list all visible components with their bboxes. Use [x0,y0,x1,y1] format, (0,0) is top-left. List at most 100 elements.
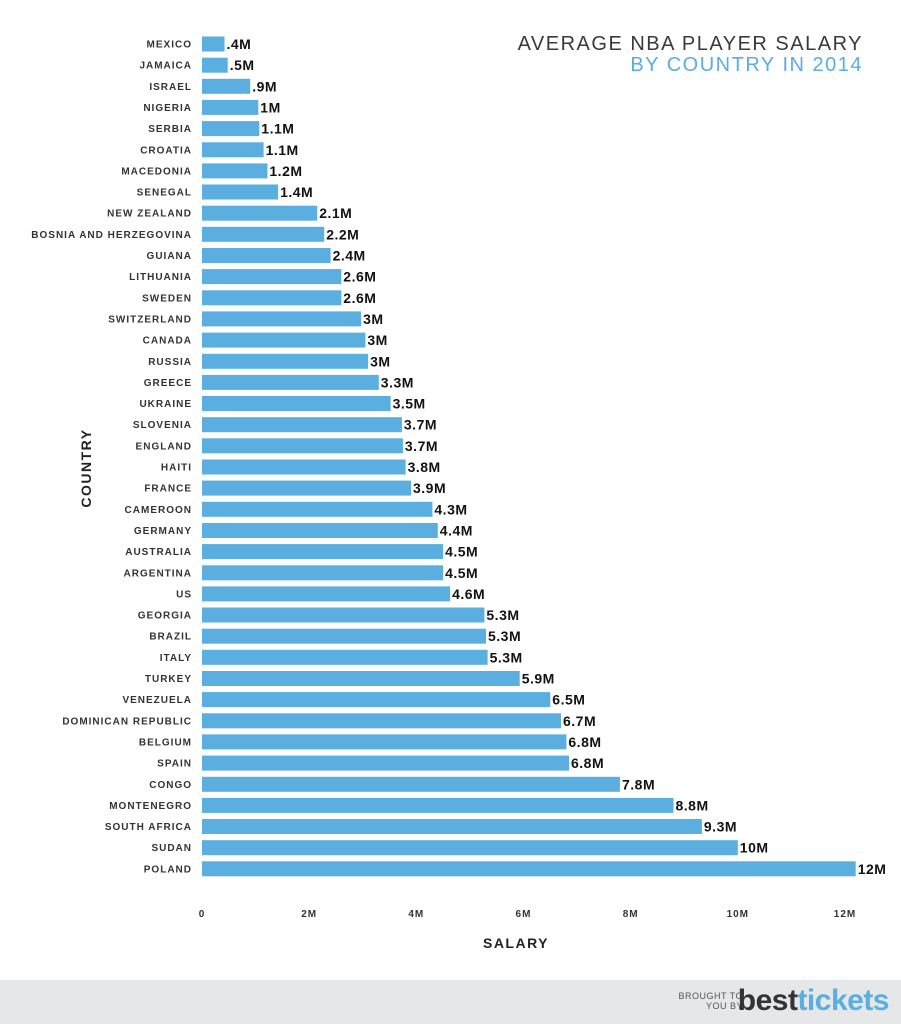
value-label: 1.1M [261,121,294,137]
category-label: LITHUANIA [129,272,192,283]
category-label: SWITZERLAND [108,314,192,325]
bar-south-africa [202,819,702,834]
bar-sudan [202,840,738,856]
value-label: .4M [227,36,252,52]
value-label: 3M [363,311,383,327]
category-label: VENEZUELA [122,695,192,706]
bar-canada [202,332,366,348]
value-label: 3.8M [408,459,441,475]
category-labels-group: MEXICO JAMAICA ISRAEL NIGERIA SERBIA CROATIA M… [31,40,192,876]
value-label: 8.8M [676,797,709,813]
bar-lithuania [202,269,342,285]
bar-nigeria [202,99,259,115]
brought-line-2: YOU BY [705,1001,743,1011]
value-label: 6.8M [568,734,601,750]
value-label: 5.9M [522,671,555,687]
value-labels-group: .4M .5M .9M 1M 1.1M 1.1M 1.2M 1.4M 2.1M 2.2M 2.4M 2… [227,36,886,877]
bar-croatia [202,142,264,158]
category-label: UKRAINE [139,399,192,410]
bar-mexico [202,36,225,52]
bar-russia [202,353,369,369]
value-label: 2.6M [343,290,376,306]
value-label: 5.3M [490,649,523,665]
brought-line-1: BROUGHT TO [678,991,743,1001]
bar-macedonia [202,163,268,179]
category-label: ARGENTINA [124,568,192,579]
category-label: FRANCE [144,484,192,495]
bar-slovenia [202,417,402,433]
category-label: CAMEROON [125,505,192,516]
value-label: 4.5M [445,565,478,581]
bar-guiana [202,248,331,263]
bar-belgium [202,734,567,750]
value-label: 2.2M [326,226,359,242]
category-label: SERBIA [148,124,192,135]
bar-switzerland [202,311,362,327]
bar-dominican-republic [202,713,561,729]
bar-us [202,586,451,602]
bar-haiti [202,459,406,475]
bar-chart: MEXICO JAMAICA ISRAEL NIGERIA SERBIA CROATIA M… [31,36,886,920]
bar-venezuela [202,692,551,708]
category-label: GREECE [144,378,192,389]
bar-ukraine [202,396,391,411]
value-label: 3.9M [413,480,446,496]
category-label: SOUTH AFRICA [105,822,192,833]
x-tick-label: 4M [408,909,424,920]
bar-bosnia-and-herzegovina [202,226,325,242]
value-label: 9.3M [704,819,737,835]
category-label: MEXICO [147,40,192,51]
bar-new-zealand [202,205,318,221]
value-label: 3.7M [404,417,437,433]
category-label: ITALY [160,653,192,664]
bar-greece [202,374,379,390]
category-label: GEORGIA [138,611,192,622]
bar-brazil [202,628,486,644]
category-label: DOMINICAN REPUBLIC [62,716,192,727]
value-label: 4.6M [452,586,485,602]
besttickets-logo[interactable]: besttickets [737,984,890,1018]
value-label: 4.4M [440,523,473,539]
bar-italy [202,649,488,665]
category-label: BELGIUM [139,737,192,748]
bar-turkey [202,671,520,686]
category-label: HAITI [161,463,192,474]
value-label: 3.7M [405,438,438,454]
category-label: MACEDONIA [121,166,192,177]
value-label: 6.7M [563,713,596,729]
value-label: 3.3M [381,374,414,390]
category-label: BOSNIA AND HERZEGOVINA [31,230,192,241]
category-label: US [176,589,192,600]
category-label: SUDAN [151,843,192,854]
value-label: 10M [740,840,769,856]
value-label: 7.8M [622,776,655,792]
bars-group [202,36,856,877]
category-label: ISRAEL [149,82,192,93]
chart-title: AVERAGE NBA PLAYER SALARY [517,33,863,55]
category-label: SWEDEN [142,293,192,304]
category-label: SLOVENIA [133,420,192,431]
value-label: 1.2M [269,163,302,179]
bar-sweden [202,290,342,306]
bar-poland [202,861,856,877]
bar-georgia [202,607,485,623]
bar-jamaica [202,57,228,73]
value-label: 2.4M [333,248,366,264]
value-label: 3.5M [393,396,426,412]
value-label: 3M [367,332,387,348]
value-label: .9M [252,78,277,94]
category-label: RUSSIA [148,357,192,368]
bar-argentina [202,565,444,581]
category-label: AUSTRALIA [125,547,192,558]
value-label: 2.1M [319,205,352,221]
value-label: .5M [230,57,255,73]
bar-montenegro [202,797,674,813]
bar-spain [202,755,569,771]
x-axis-label: SALARY [482,935,550,951]
brand-best: best [737,984,798,1017]
brought-to-you-by: BROUGHT TO YOU BY [678,991,743,1011]
bar-israel [202,78,251,94]
value-label: 1.1M [266,142,299,158]
bar-cameroon [202,501,433,517]
bar-serbia [202,121,260,137]
